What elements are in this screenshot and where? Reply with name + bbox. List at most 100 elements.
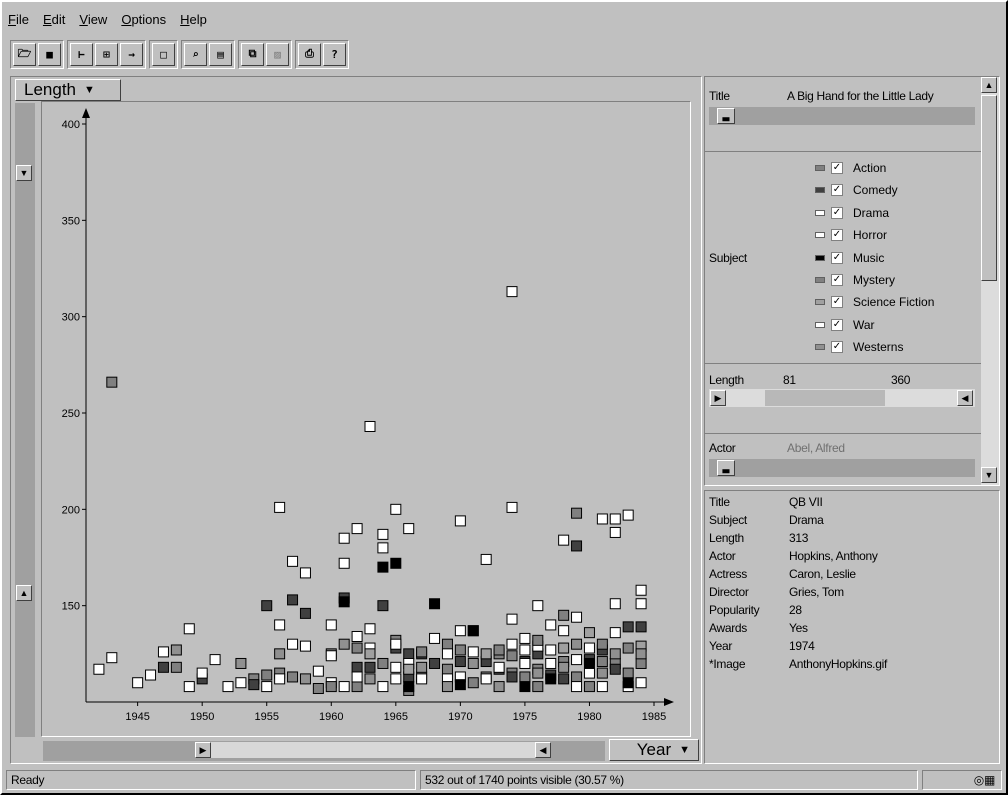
data-point-drama[interactable] xyxy=(596,681,608,693)
data-point-drama[interactable] xyxy=(635,677,647,689)
data-point-drama[interactable] xyxy=(571,611,583,623)
data-point-drama[interactable] xyxy=(377,528,389,540)
data-point-drama[interactable] xyxy=(299,640,311,652)
subject-item[interactable]: ✓ Action xyxy=(815,159,886,177)
data-point-drama[interactable] xyxy=(558,625,570,637)
data-point-horror[interactable] xyxy=(519,632,531,644)
data-point-horror[interactable] xyxy=(287,638,299,650)
data-point-drama[interactable] xyxy=(351,671,363,683)
data-point-drama[interactable] xyxy=(635,584,647,596)
data-point-drama[interactable] xyxy=(545,657,557,669)
data-point-drama[interactable] xyxy=(183,681,195,693)
data-point-science-fiction[interactable] xyxy=(558,642,570,654)
data-point-music[interactable] xyxy=(338,596,350,608)
menu-file[interactable]: File xyxy=(8,12,29,27)
data-point-drama[interactable] xyxy=(532,600,544,612)
data-point-drama[interactable] xyxy=(609,513,621,525)
data-point-horror[interactable] xyxy=(222,681,234,693)
data-point-drama[interactable] xyxy=(183,623,195,635)
data-point-action[interactable] xyxy=(106,376,118,388)
data-point-action[interactable] xyxy=(261,669,273,681)
data-point-drama[interactable] xyxy=(493,661,505,673)
data-point-mystery[interactable] xyxy=(454,644,466,656)
filter-icon[interactable]: ▨ xyxy=(266,42,289,66)
x-range-selection[interactable] xyxy=(211,742,551,758)
data-point-drama[interactable] xyxy=(338,557,350,569)
data-point-comedy[interactable] xyxy=(571,540,583,552)
data-point-westerns[interactable] xyxy=(596,667,608,679)
data-point-comedy[interactable] xyxy=(351,661,363,673)
data-point-drama[interactable] xyxy=(583,642,595,654)
copy-icon[interactable]: ⧉ xyxy=(241,42,264,66)
data-point-drama[interactable] xyxy=(106,652,118,664)
data-point-music[interactable] xyxy=(390,557,402,569)
data-point-drama[interactable] xyxy=(145,669,157,681)
data-point-drama[interactable] xyxy=(390,503,402,515)
data-point-mystery[interactable] xyxy=(416,646,428,658)
data-point-drama[interactable] xyxy=(506,613,518,625)
subject-checkbox[interactable]: ✓ xyxy=(831,318,843,331)
data-point-drama[interactable] xyxy=(506,501,518,513)
data-point-drama[interactable] xyxy=(429,632,441,644)
data-point-westerns[interactable] xyxy=(571,638,583,650)
export-icon[interactable]: → xyxy=(120,42,143,66)
data-point-action[interactable] xyxy=(170,661,182,673)
data-point-comedy[interactable] xyxy=(377,600,389,612)
x-range-min-thumb[interactable]: ▶ xyxy=(195,742,211,758)
data-point-drama[interactable] xyxy=(506,286,518,298)
menu-edit[interactable]: Edit xyxy=(42,12,66,27)
save-icon[interactable]: ■ xyxy=(38,42,61,66)
x-axis-selector[interactable]: Year ▼ xyxy=(609,739,699,761)
data-point-war[interactable] xyxy=(519,644,531,656)
data-point-drama[interactable] xyxy=(196,667,208,679)
data-point-action[interactable] xyxy=(312,683,324,695)
data-point-war[interactable] xyxy=(545,644,557,656)
data-point-westerns[interactable] xyxy=(299,673,311,685)
data-point-drama[interactable] xyxy=(480,673,492,685)
data-point-mystery[interactable] xyxy=(596,638,608,650)
data-point-drama[interactable] xyxy=(583,667,595,679)
length-max-thumb[interactable]: ◀ xyxy=(957,390,973,406)
print-icon[interactable]: ⎙ xyxy=(298,42,321,66)
subject-checkbox[interactable]: ✓ xyxy=(831,229,843,242)
subject-checkbox[interactable]: ✓ xyxy=(831,184,843,197)
data-point-westerns[interactable] xyxy=(558,661,570,673)
data-point-drama[interactable] xyxy=(377,542,389,554)
subject-item[interactable]: ✓ Drama xyxy=(815,204,889,222)
subject-item[interactable]: ✓ Music xyxy=(815,249,884,267)
data-point-music[interactable] xyxy=(583,657,595,669)
data-point-action[interactable] xyxy=(596,656,608,668)
data-point-drama[interactable] xyxy=(454,515,466,527)
data-point-comedy[interactable] xyxy=(299,607,311,619)
data-point-action[interactable] xyxy=(635,657,647,669)
data-point-science-fiction[interactable] xyxy=(583,627,595,639)
x-range-max-thumb[interactable]: ◀ xyxy=(535,742,551,758)
data-point-mystery[interactable] xyxy=(493,644,505,656)
data-point-drama[interactable] xyxy=(338,532,350,544)
data-point-westerns[interactable] xyxy=(416,661,428,673)
data-point-drama[interactable] xyxy=(132,677,144,689)
scrollbar-thumb[interactable] xyxy=(981,95,997,281)
length-min-thumb[interactable]: ▶ xyxy=(710,390,726,406)
subject-item[interactable]: ✓ Westerns xyxy=(815,338,903,356)
y-axis-selector[interactable]: Length ▼ xyxy=(15,79,121,101)
subject-item[interactable]: ✓ Comedy xyxy=(815,181,898,199)
data-point-drama[interactable] xyxy=(480,553,492,565)
data-point-action[interactable] xyxy=(467,677,479,689)
data-point-drama[interactable] xyxy=(325,650,337,662)
data-point-drama[interactable] xyxy=(209,654,221,666)
data-point-music[interactable] xyxy=(454,679,466,691)
data-point-drama[interactable] xyxy=(364,623,376,635)
data-point-westerns[interactable] xyxy=(493,681,505,693)
data-point-drama[interactable] xyxy=(312,665,324,677)
data-point-westerns[interactable] xyxy=(338,638,350,650)
actor-slider-thumb[interactable]: ▃ xyxy=(717,460,735,476)
data-point-drama[interactable] xyxy=(596,513,608,525)
scroll-down-icon[interactable]: ▼ xyxy=(981,467,997,483)
data-point-mystery[interactable] xyxy=(622,642,634,654)
data-point-drama[interactable] xyxy=(558,534,570,546)
data-point-drama[interactable] xyxy=(609,526,621,538)
y-range-slider[interactable]: ▼ ▲ xyxy=(15,103,35,737)
data-point-horror[interactable] xyxy=(390,673,402,685)
menu-help[interactable]: Help xyxy=(180,12,207,27)
